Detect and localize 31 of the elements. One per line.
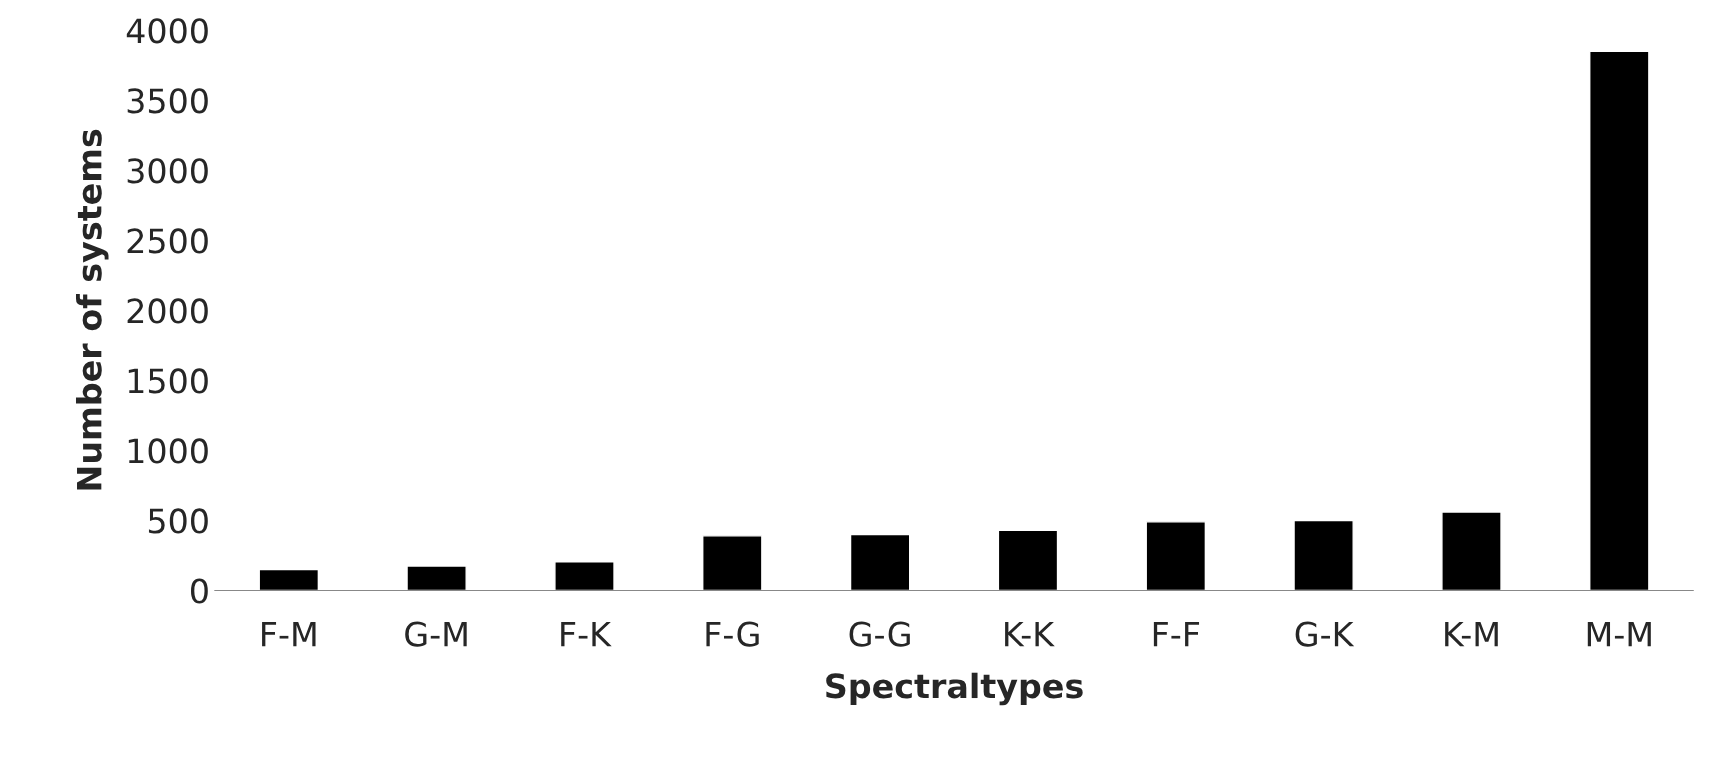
x-tick-label: F-K [561, 622, 612, 647]
bar [1441, 511, 1502, 591]
y-tick-label: 1500 [128, 368, 208, 394]
x-tick-label: G-K [1295, 621, 1355, 647]
bar [702, 535, 763, 591]
x-tick-label: F-G [706, 621, 759, 647]
y-tick-label: 3000 [127, 158, 208, 184]
x-tick-label: G-M [405, 621, 467, 647]
y-tick-label: 0 [191, 578, 208, 604]
x-tick-label: F-M [262, 622, 316, 647]
x-tick-label: K-M [1445, 622, 1498, 647]
x-axis-title: Spectraltypes [826, 672, 1083, 706]
x-tick-label: F-F [1153, 622, 1200, 647]
y-tick-label: 2000 [127, 298, 208, 324]
bar [554, 561, 615, 591]
y-tick-label: 1000 [128, 438, 208, 464]
bar [258, 568, 320, 591]
y-tick-label: 3500 [127, 88, 208, 114]
bar [406, 565, 467, 591]
y-axis-title: Number of systems [75, 129, 109, 490]
y-tick-label: 4000 [126, 18, 208, 44]
y-tick-label: 500 [148, 508, 208, 534]
x-tick-label: K-K [1005, 622, 1055, 647]
bar [1293, 519, 1354, 591]
bar [1589, 50, 1650, 591]
bar [1145, 521, 1207, 591]
x-tick-label: G-G [849, 621, 910, 647]
y-tick-label: 2500 [127, 228, 208, 254]
bar [849, 533, 911, 591]
bar [997, 529, 1059, 591]
x-tick-label: M-M [1587, 622, 1651, 647]
